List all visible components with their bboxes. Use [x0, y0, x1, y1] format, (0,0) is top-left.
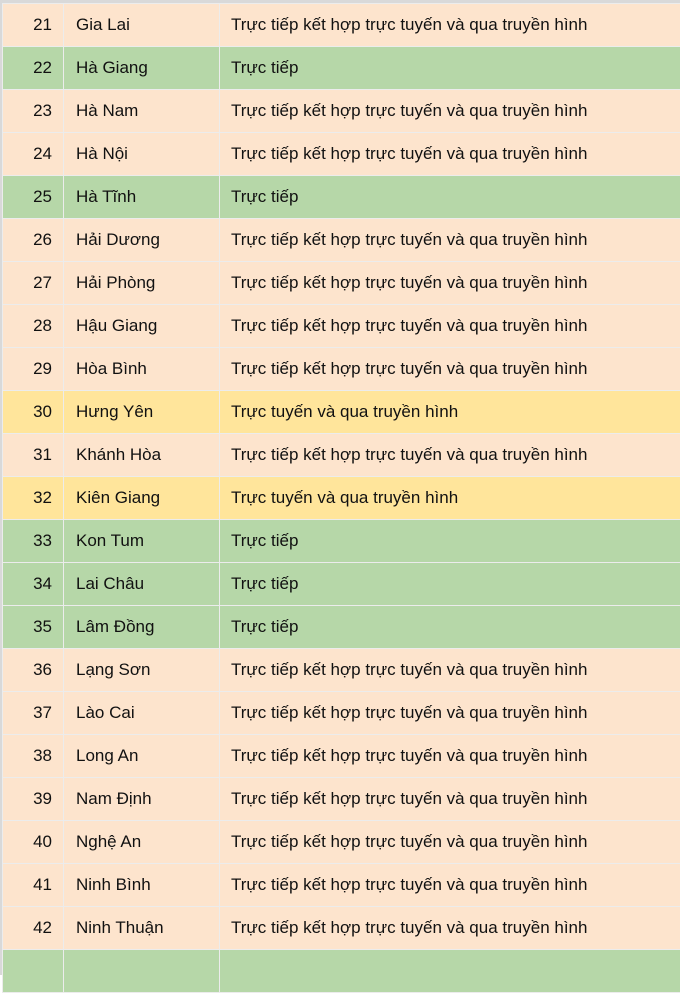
partial-next-row [3, 950, 680, 993]
province-name: Ninh Bình [64, 864, 220, 907]
meeting-form: Trực tiếp kết hợp trực tuyến và qua truy… [220, 821, 680, 864]
meeting-form: Trực tuyến và qua truyền hình [220, 391, 680, 434]
province-name: Nghệ An [64, 821, 220, 864]
province-name: Hải Phòng [64, 262, 220, 305]
meeting-form: Trực tiếp kết hợp trực tuyến và qua truy… [220, 864, 680, 907]
row-number: 39 [3, 778, 64, 821]
row-number: 23 [3, 90, 64, 133]
row-number: 40 [3, 821, 64, 864]
row-number: 24 [3, 133, 64, 176]
meeting-form: Trực tiếp [220, 606, 680, 649]
meeting-form: Trực tiếp kết hợp trực tuyến và qua truy… [220, 778, 680, 821]
province-name: Hà Nam [64, 90, 220, 133]
province-name: Gia Lai [64, 4, 220, 47]
row-number: 21 [3, 4, 64, 47]
meeting-form: Trực tiếp kết hợp trực tuyến và qua truy… [220, 262, 680, 305]
meeting-form: Trực tiếp [220, 47, 680, 90]
row-number: 27 [3, 262, 64, 305]
province-name: Hưng Yên [64, 391, 220, 434]
row-number: 41 [3, 864, 64, 907]
meeting-form: Trực tiếp [220, 176, 680, 219]
row-number: 36 [3, 649, 64, 692]
meeting-form: Trực tiếp kết hợp trực tuyến và qua truy… [220, 434, 680, 477]
meeting-form: Trực tiếp kết hợp trực tuyến và qua truy… [220, 692, 680, 735]
row-number: 37 [3, 692, 64, 735]
row-number: 31 [3, 434, 64, 477]
row-number: 42 [3, 907, 64, 950]
meeting-form: Trực tiếp [220, 520, 680, 563]
province-name: Hòa Bình [64, 348, 220, 391]
row-number: 33 [3, 520, 64, 563]
meeting-form: Trực tiếp kết hợp trực tuyến và qua truy… [220, 735, 680, 778]
row-number: 25 [3, 176, 64, 219]
meeting-form: Trực tiếp kết hợp trực tuyến và qua truy… [220, 305, 680, 348]
row-number: 22 [3, 47, 64, 90]
province-name: Hậu Giang [64, 305, 220, 348]
province-name: Kiên Giang [64, 477, 220, 520]
province-name: Nam Định [64, 778, 220, 821]
meeting-form: Trực tiếp kết hợp trực tuyến và qua truy… [220, 649, 680, 692]
province-name: Lạng Sơn [64, 649, 220, 692]
province-name: Lai Châu [64, 563, 220, 606]
meeting-form: Trực tiếp kết hợp trực tuyến và qua truy… [220, 133, 680, 176]
meeting-form: Trực tiếp kết hợp trực tuyến và qua truy… [220, 90, 680, 133]
province-name: Hà Giang [64, 47, 220, 90]
province-name: Hà Nội [64, 133, 220, 176]
province-name: Khánh Hòa [64, 434, 220, 477]
meeting-form: Trực tiếp [220, 563, 680, 606]
row-number: 32 [3, 477, 64, 520]
row-number: 38 [3, 735, 64, 778]
meeting-form: Trực tuyến và qua truyền hình [220, 477, 680, 520]
meeting-form: Trực tiếp kết hợp trực tuyến và qua truy… [220, 348, 680, 391]
row-number: 28 [3, 305, 64, 348]
province-name: Hà Tĩnh [64, 176, 220, 219]
meeting-form: Trực tiếp kết hợp trực tuyến và qua truy… [220, 907, 680, 950]
province-name: Lâm Đồng [64, 606, 220, 649]
meeting-form: Trực tiếp kết hợp trực tuyến và qua truy… [220, 219, 680, 262]
province-name: Lào Cai [64, 692, 220, 735]
meeting-form: Trực tiếp kết hợp trực tuyến và qua truy… [220, 4, 680, 47]
province-name: Hải Dương [64, 219, 220, 262]
province-name: Ninh Thuận [64, 907, 220, 950]
province-name: Long An [64, 735, 220, 778]
row-number: 34 [3, 563, 64, 606]
province-name: Kon Tum [64, 520, 220, 563]
row-number: 35 [3, 606, 64, 649]
row-number: 30 [3, 391, 64, 434]
row-number: 26 [3, 219, 64, 262]
row-number: 29 [3, 348, 64, 391]
